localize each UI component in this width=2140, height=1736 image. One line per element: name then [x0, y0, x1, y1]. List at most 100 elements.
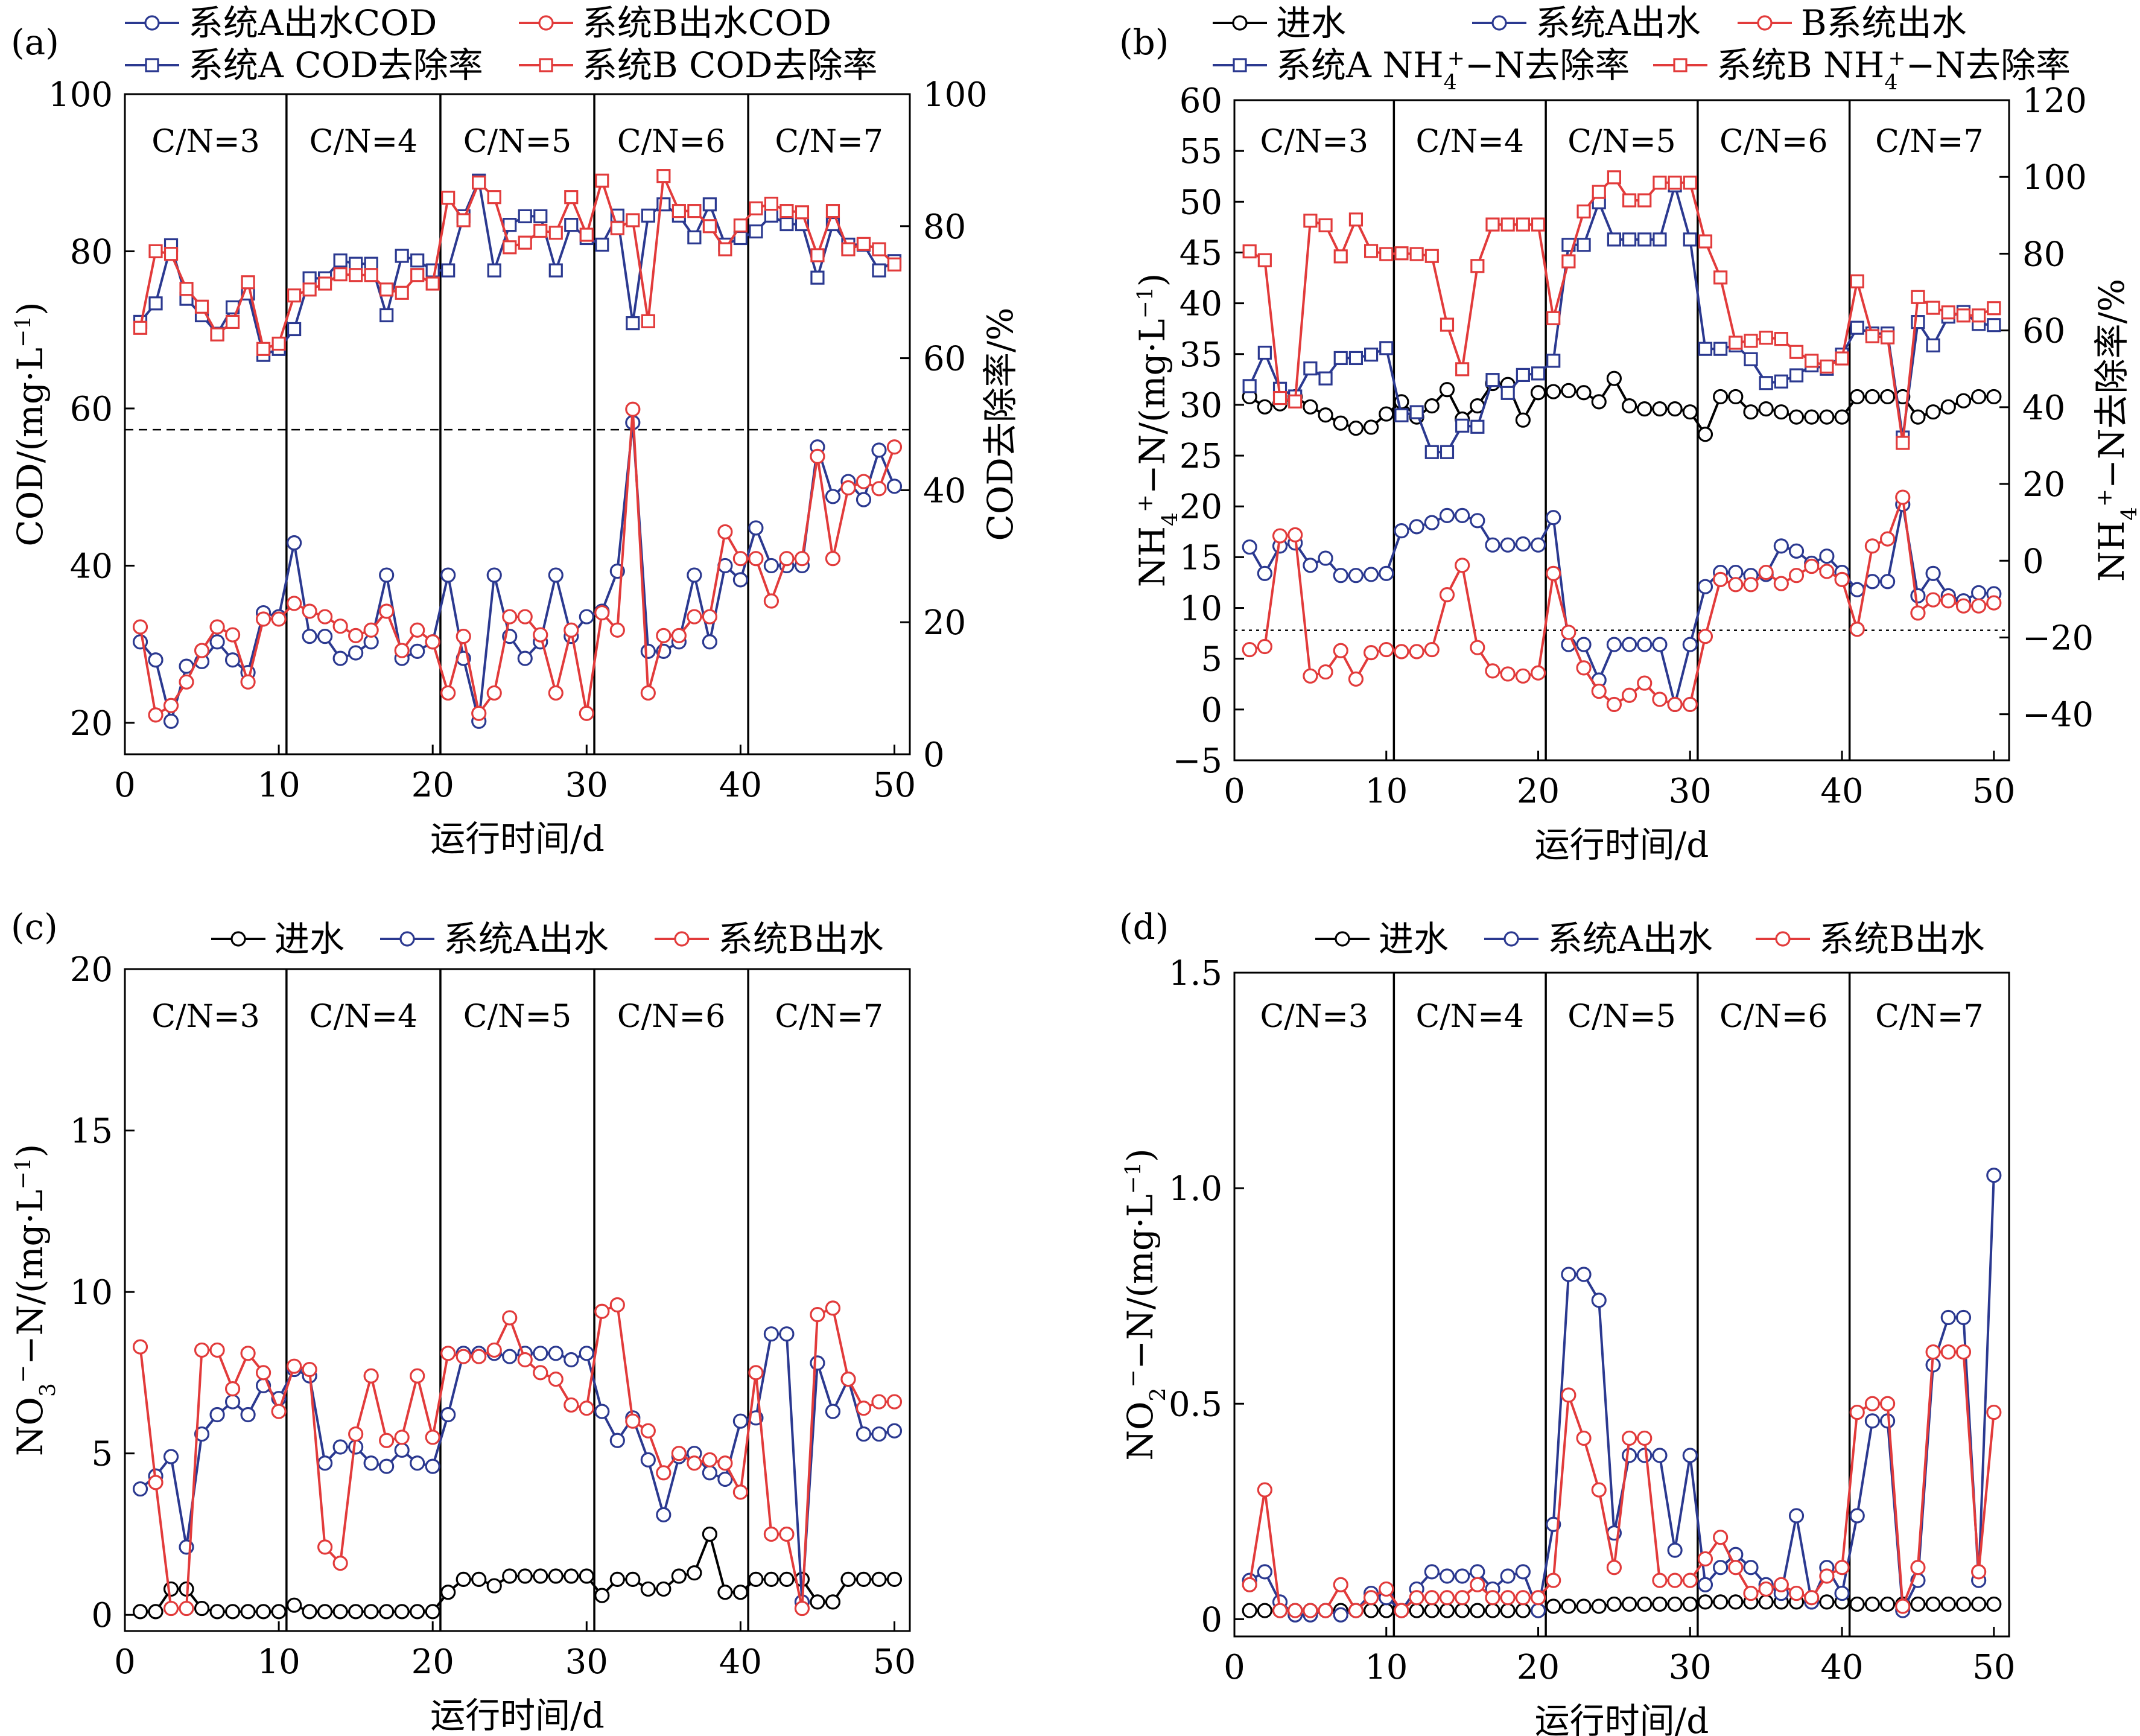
data-point: [1819, 1594, 1835, 1610]
data-point: [471, 705, 487, 721]
data-point: [1546, 354, 1561, 368]
data-point: [194, 299, 209, 314]
data-point: [132, 1339, 148, 1355]
series-1: [1242, 1168, 2002, 1623]
data-point: [1576, 1267, 1592, 1282]
data-point: [810, 1306, 825, 1323]
data-point: [1910, 588, 1926, 603]
data-point: [255, 1365, 271, 1381]
data-point: [1424, 445, 1439, 459]
data-point: [1455, 1568, 1470, 1584]
data-point: [163, 1600, 179, 1617]
data-point: [794, 1600, 810, 1617]
x-tick-label: 10: [1365, 772, 1408, 811]
data-point: [1834, 571, 1850, 588]
data-point: [717, 1455, 733, 1471]
data-point: [425, 634, 440, 650]
y-axis-label-part: −: [1121, 1369, 1146, 1387]
y-tick-label: 25: [1180, 437, 1222, 476]
data-point: [1409, 519, 1424, 535]
data-point: [1940, 1344, 1956, 1360]
legend-label: 系统A出水: [1535, 2, 1701, 43]
data-point: [810, 448, 825, 464]
data-point: [1303, 558, 1318, 573]
data-point: [1743, 1585, 1759, 1601]
data-point: [564, 622, 579, 638]
data-point: [625, 401, 641, 417]
x-tick-label: 10: [257, 766, 300, 805]
data-point: [548, 1346, 564, 1361]
y-axis-label-part: 3: [36, 1383, 60, 1397]
data-point: [517, 1352, 533, 1368]
data-point: [148, 296, 163, 311]
data-point: [656, 1581, 672, 1597]
data-point: [763, 1526, 779, 1542]
data-point: [425, 1429, 440, 1445]
data-point: [1257, 1564, 1272, 1580]
data-point: [579, 227, 594, 242]
data-point: [595, 173, 609, 188]
data-point: [1652, 401, 1668, 417]
data-point: [1697, 579, 1713, 594]
data-point: [609, 1297, 625, 1313]
data-point: [1744, 334, 1758, 348]
series-line: [139, 174, 895, 351]
data-point: [1729, 335, 1743, 350]
data-point: [1591, 394, 1607, 410]
data-point: [1591, 683, 1607, 699]
data-point: [1531, 217, 1546, 232]
y-tick-label: 100: [48, 75, 113, 115]
data-point: [1470, 419, 1485, 434]
data-point: [1287, 1603, 1303, 1618]
y-tick-label: 20: [1180, 488, 1222, 527]
data-point: [1257, 1482, 1272, 1498]
data-point: [1424, 398, 1440, 414]
data-point: [1546, 384, 1561, 399]
y-axis-label-part: −N/(mg·L: [1120, 1194, 1161, 1370]
panel-a: (a)0 10 20 30 40 50运行时间/d20406080100020406080…: [10, 2, 1021, 859]
data-point: [363, 1455, 379, 1471]
panel-c: (c) 0 10 20 30 40 50 运行时间/d 0 5 10 15 20 NO3−−N/(mg·L…: [10, 906, 916, 1736]
data-point: [271, 336, 286, 351]
y2-tick-label: 40: [2022, 389, 2065, 428]
data-point: [1653, 176, 1667, 190]
data-point: [379, 603, 395, 619]
data-point: [533, 1365, 548, 1381]
data-point: [886, 1394, 903, 1410]
x-tick-label: 30: [565, 1642, 608, 1682]
data-point: [1303, 668, 1318, 684]
data-point: [779, 1526, 795, 1542]
panel-d: (d) 0 10 20 30 40 50 运行时间/d 0 0.5 1.0 1.5 NO2−−N/(mg…: [1119, 906, 2015, 1736]
data-point: [1439, 1568, 1455, 1584]
data-point: [348, 1426, 364, 1442]
data-point: [410, 1455, 425, 1471]
data-point: [1470, 1603, 1485, 1618]
data-point: [1394, 246, 1409, 261]
data-point: [1272, 528, 1288, 544]
data-point: [1424, 1564, 1440, 1580]
data-point: [1379, 247, 1394, 261]
series-line: [1248, 1350, 1995, 1612]
y-axis-label-part: NO: [10, 1397, 51, 1456]
data-point: [133, 320, 148, 335]
data-point: [1455, 418, 1470, 433]
data-point: [687, 567, 702, 583]
legend-entry-2: B系统出水: [1738, 2, 1967, 43]
data-point: [856, 1401, 872, 1416]
data-point: [517, 1568, 533, 1584]
data-point: [1607, 170, 1622, 185]
y-tick-label: 1.0: [1169, 1169, 1222, 1209]
data-point: [1713, 1530, 1729, 1545]
data-point: [1470, 640, 1485, 655]
data-point: [1834, 1585, 1850, 1601]
data-point: [594, 1588, 610, 1603]
data-point: [1576, 385, 1592, 401]
data-point: [1348, 351, 1364, 366]
phase-label: C/N=5: [1567, 124, 1675, 160]
data-point: [1561, 1387, 1576, 1403]
data-point: [1348, 212, 1364, 227]
data-point: [471, 1349, 487, 1364]
y-axis-label-part: −N/(mg·L: [1132, 319, 1173, 494]
data-point: [1910, 409, 1926, 425]
data-point: [1242, 244, 1257, 259]
